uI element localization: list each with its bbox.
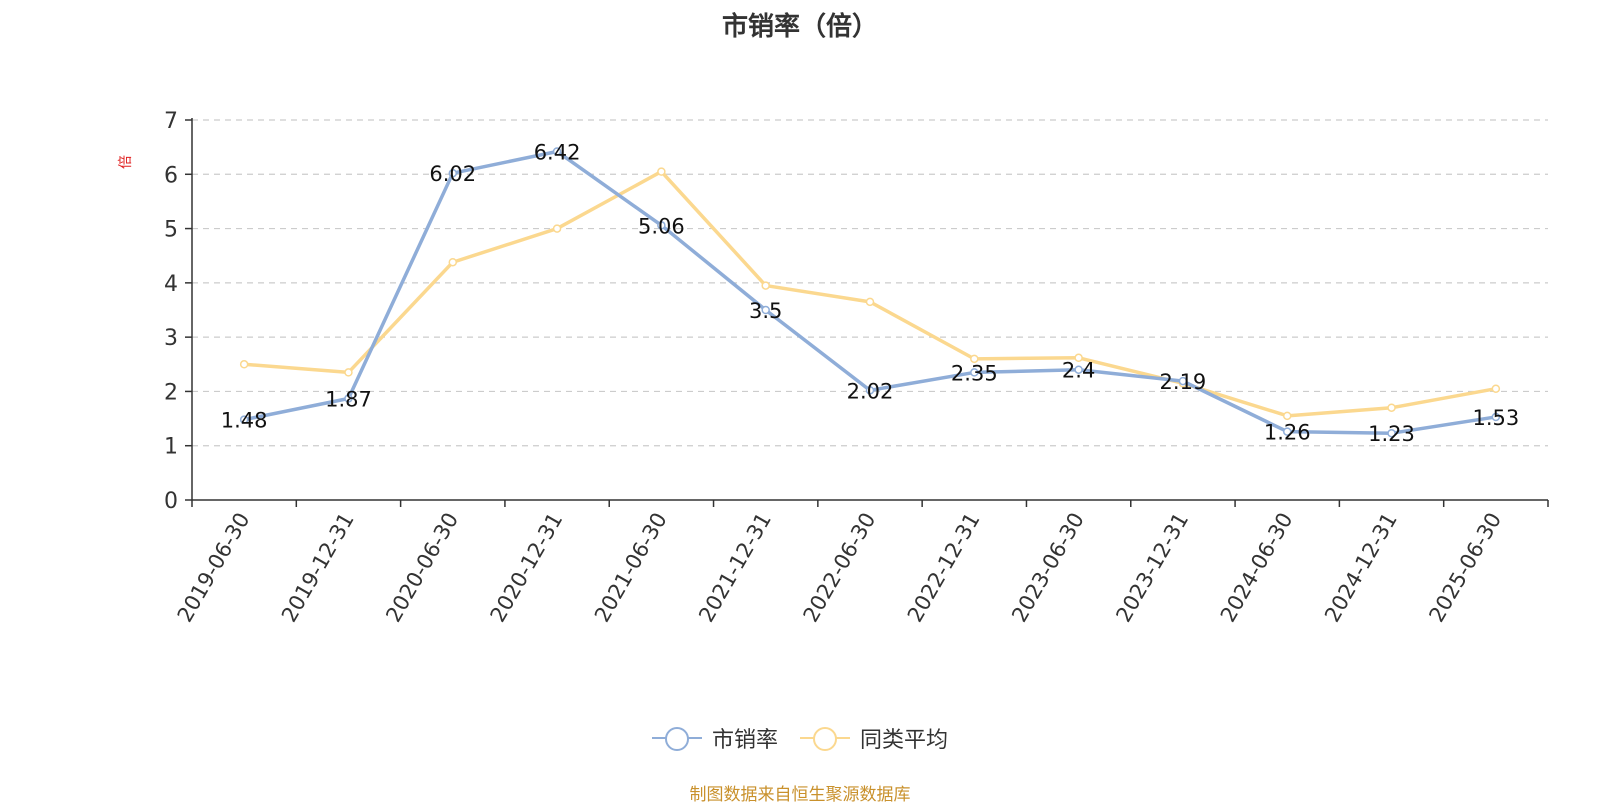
series-1-point (761, 305, 770, 315)
series-2-point (657, 167, 666, 176)
legend: 市销率 同类平均 (0, 722, 1600, 754)
series-1-point (657, 221, 666, 230)
axes: 0 1 2 3 4 5 6 7 2019-06-30 2019-12-31 2020-06-30 20… (164, 109, 1549, 627)
x-tick-label: 2019-06-30 (173, 509, 255, 627)
data-label: 6.42 (534, 140, 581, 164)
y-tick-label: 7 (164, 109, 178, 134)
legend-swatch-series-2 (800, 727, 850, 751)
series-1-point (552, 147, 562, 156)
x-tick-label: 2024-06-30 (1216, 509, 1298, 627)
series-2-point (970, 354, 979, 364)
data-label: 1.48 (221, 409, 268, 433)
y-axis-unit-label: 倍 (118, 155, 134, 169)
x-tick-label: 2022-06-30 (799, 509, 881, 627)
series-2-point (448, 257, 458, 267)
y-tick-label: 0 (164, 489, 178, 514)
series-2-point (552, 224, 562, 233)
source-note: 制图数据来自恒生聚源数据库 (689, 785, 911, 805)
series-1-point (448, 168, 458, 178)
y-tick-label: 4 (164, 272, 178, 297)
data-label: 1.26 (1264, 421, 1311, 445)
data-label: 2.4 (1062, 359, 1095, 383)
data-label: 1.87 (325, 387, 372, 411)
x-tick-label: 2023-06-30 (1007, 509, 1089, 627)
chart-title: 市销率（倍） (721, 12, 878, 42)
series-2-point (239, 360, 249, 369)
x-tick-label: 2020-12-31 (486, 509, 568, 627)
data-label: 2.35 (951, 361, 998, 385)
data-label: 2.19 (1160, 370, 1207, 394)
y-tick-label: 3 (164, 326, 178, 351)
y-tick-label: 5 (164, 218, 178, 243)
series-2-point (761, 281, 770, 290)
series-lines (239, 147, 1501, 438)
series-2-point (1387, 403, 1396, 412)
x-tick-label: 2024-12-31 (1320, 509, 1402, 627)
series-2-point (1074, 353, 1083, 363)
x-tick-label: 2025-06-30 (1424, 509, 1506, 627)
y-tick-label: 1 (164, 435, 178, 460)
x-tick-label: 2019-12-31 (277, 509, 359, 627)
data-label: 3.5 (749, 299, 782, 323)
data-label: 1.23 (1368, 422, 1415, 446)
series-2-point (344, 368, 353, 377)
x-tick-label: 2022-12-31 (903, 508, 985, 626)
series-1-point (1282, 427, 1292, 436)
x-tick-label: 2020-06-30 (381, 509, 463, 627)
data-label: 2.02 (847, 379, 894, 403)
series-2-point (865, 297, 875, 307)
series-2-point (1491, 384, 1501, 393)
legend-item-series-1[interactable]: 市销率 (651, 722, 778, 754)
legend-label-series-1: 市销率 (711, 728, 778, 753)
series-1-point (1074, 365, 1083, 374)
x-tick-label: 2021-12-31 (694, 509, 776, 627)
data-label: 5.06 (638, 214, 685, 238)
x-tick-label: 2023-12-31 (1111, 509, 1193, 627)
legend-item-series-2[interactable]: 同类平均 (800, 722, 948, 754)
series-1-point (344, 394, 353, 403)
grid-lines (192, 119, 1548, 447)
y-tick-label: 6 (164, 163, 178, 188)
legend-label-series-2: 同类平均 (860, 728, 949, 753)
series-1-point (970, 368, 979, 377)
series-1-point (865, 386, 875, 395)
series-1-point (1491, 412, 1501, 422)
series-1-point (1387, 428, 1396, 438)
series-2-point (1282, 411, 1292, 421)
data-labels: 1.48 1.87 6.02 6.42 5.06 3.5 2.02 2.35 2.4 2.19 1.… (221, 140, 1519, 446)
series-1-point (239, 415, 249, 424)
data-label: 6.02 (429, 162, 476, 186)
series-1-point (1178, 376, 1188, 386)
y-tick-label: 2 (164, 380, 178, 405)
x-tick-label: 2021-06-30 (590, 509, 672, 627)
legend-swatch-series-1 (651, 727, 702, 751)
data-label: 1.53 (1472, 406, 1519, 430)
